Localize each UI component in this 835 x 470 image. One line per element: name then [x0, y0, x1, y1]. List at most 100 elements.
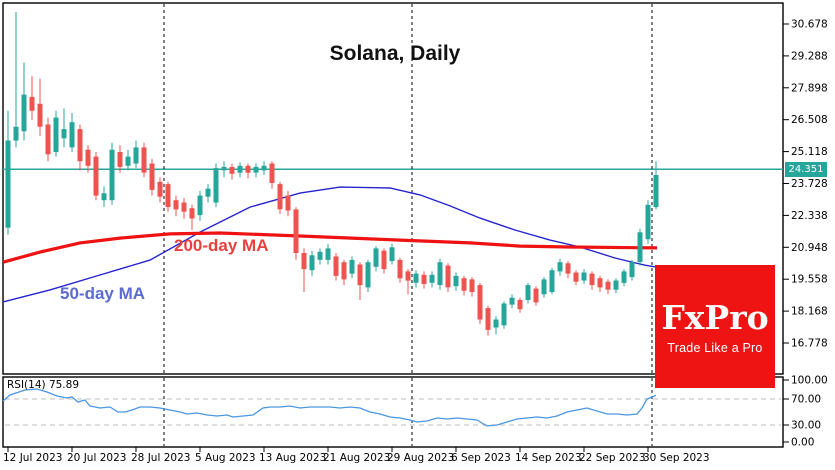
candle-body — [453, 275, 459, 287]
date-tick-label: 6 Sep 2023 — [451, 452, 511, 464]
candle-body — [405, 271, 411, 281]
candle-body — [541, 279, 547, 295]
candle-body — [357, 264, 363, 286]
candle-body — [597, 278, 603, 288]
candle-body — [213, 168, 219, 203]
date-tick-label: 28 Jul 2023 — [131, 452, 190, 464]
rsi-line — [2, 388, 657, 427]
candle-body — [229, 166, 235, 174]
chart-title: Solana, Daily — [329, 42, 461, 65]
candle-body — [125, 156, 131, 166]
price-tick-label: 25.118 — [791, 146, 828, 158]
candle-body — [493, 319, 499, 328]
candle-body — [293, 209, 299, 253]
rsi-tick-label: 70.00 — [791, 394, 821, 406]
price-tick-label: 22.338 — [791, 210, 828, 222]
candle-body — [149, 163, 155, 190]
current-price-label: 24.351 — [785, 161, 827, 177]
ma50-label: 50-day MA — [60, 284, 146, 303]
candle-body — [61, 129, 67, 139]
candle-body — [29, 96, 35, 111]
price-tick-label: 16.778 — [791, 337, 828, 349]
candle-body — [277, 184, 283, 210]
ma50-line — [2, 186, 658, 303]
fxpro-brand-text: FxPro — [661, 297, 769, 337]
date-tick-label: 20 Jul 2023 — [67, 452, 126, 464]
candle-body — [589, 273, 595, 286]
candle-body — [13, 126, 19, 141]
candle-body — [525, 285, 531, 300]
candle-body — [69, 122, 75, 148]
candle-body — [173, 200, 179, 210]
candle-body — [637, 232, 643, 263]
candle-body — [509, 297, 515, 305]
candle-body — [333, 256, 339, 276]
fxpro-tagline-text: Trade Like a Pro — [667, 340, 763, 355]
candle-body — [549, 270, 555, 292]
candle-body — [21, 94, 27, 132]
candle-body — [429, 274, 435, 283]
candle-body — [253, 166, 259, 173]
candle-body — [205, 188, 211, 197]
candle-body — [309, 255, 315, 271]
price-tick-label: 20.948 — [791, 242, 828, 254]
rsi-tick-label: 30.00 — [791, 420, 821, 432]
price-tick-label: 26.508 — [791, 114, 828, 126]
candle-body — [365, 262, 371, 288]
date-tick-label: 14 Sep 2023 — [515, 452, 582, 464]
candle-body — [621, 271, 627, 283]
date-tick-label: 5 Aug 2023 — [195, 452, 256, 464]
candle-body — [221, 166, 227, 171]
candle-body — [157, 181, 163, 197]
candle-body — [613, 280, 619, 290]
candle-body — [269, 163, 275, 183]
candle-body — [133, 147, 139, 164]
candle-body — [181, 202, 187, 212]
candle-body — [397, 259, 403, 279]
date-tick-label: 22 Sep 2023 — [579, 452, 646, 464]
candle-body — [93, 156, 99, 196]
candle-body — [85, 149, 91, 166]
candle-body — [141, 147, 147, 173]
ma200-label: 200-day MA — [174, 236, 269, 255]
rsi-tick-label: 100.00 — [791, 375, 828, 387]
candle-body — [5, 140, 11, 228]
candle-body — [461, 278, 467, 291]
price-tick-label: 23.728 — [791, 178, 828, 190]
candle-body — [629, 262, 635, 278]
candle-body — [77, 129, 83, 162]
candle-body — [565, 263, 571, 274]
candle-body — [237, 165, 243, 173]
candle-body — [301, 253, 307, 270]
price-tick-label: 30.678 — [791, 19, 828, 31]
candle-body — [373, 248, 379, 267]
candle-body — [533, 288, 539, 303]
candle-body — [37, 103, 43, 127]
candle-body — [501, 303, 507, 326]
rsi-tick-label: 0.00 — [791, 437, 814, 449]
date-tick-label: 13 Aug 2023 — [259, 452, 326, 464]
candle-body — [437, 262, 443, 286]
candle-body — [53, 117, 59, 152]
candle-body — [101, 193, 107, 201]
date-tick-label: 30 Sep 2023 — [643, 452, 710, 464]
candle-body — [197, 195, 203, 216]
price-tick-label: 18.168 — [791, 306, 828, 318]
price-tick-label: 19.558 — [791, 274, 828, 286]
candle-body — [285, 195, 291, 211]
candle-body — [45, 124, 51, 155]
candle-body — [477, 285, 483, 320]
candle-body — [381, 250, 387, 270]
candle-body — [165, 184, 171, 207]
candle-body — [341, 262, 347, 280]
ma200-line — [2, 231, 658, 264]
candle-body — [349, 259, 355, 274]
rsi-panel[interactable] — [2, 376, 784, 448]
candle-body — [421, 274, 427, 284]
candle-body — [389, 247, 395, 262]
candle-body — [581, 272, 587, 281]
candle-body — [573, 272, 579, 282]
rsi-indicator-label: RSI(14) 75.89 — [7, 379, 80, 391]
